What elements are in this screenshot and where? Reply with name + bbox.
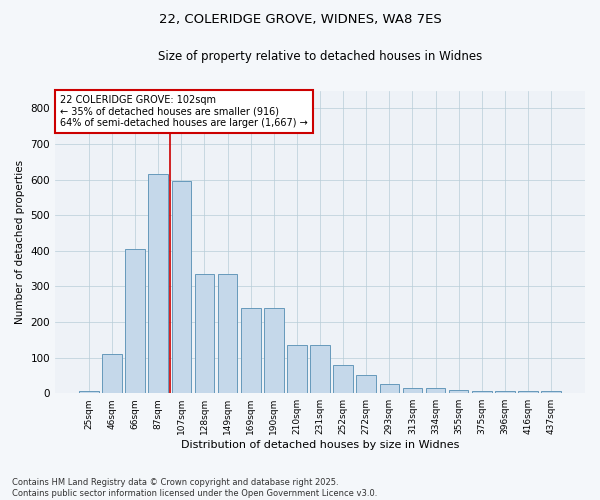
- Bar: [194, 274, 214, 393]
- Bar: [334, 364, 353, 393]
- Bar: [125, 249, 145, 393]
- Bar: [426, 388, 445, 393]
- Bar: [380, 384, 399, 393]
- Bar: [518, 392, 538, 393]
- Bar: [310, 345, 330, 393]
- Bar: [287, 345, 307, 393]
- Bar: [541, 392, 561, 393]
- Bar: [449, 390, 469, 393]
- Y-axis label: Number of detached properties: Number of detached properties: [15, 160, 25, 324]
- Text: 22 COLERIDGE GROVE: 102sqm
← 35% of detached houses are smaller (916)
64% of sem: 22 COLERIDGE GROVE: 102sqm ← 35% of deta…: [61, 95, 308, 128]
- Bar: [218, 274, 238, 393]
- Bar: [79, 392, 99, 393]
- Bar: [102, 354, 122, 393]
- Title: Size of property relative to detached houses in Widnes: Size of property relative to detached ho…: [158, 50, 482, 63]
- Bar: [172, 182, 191, 393]
- Bar: [472, 392, 491, 393]
- Bar: [241, 308, 260, 393]
- Bar: [148, 174, 168, 393]
- Bar: [264, 308, 284, 393]
- Bar: [356, 376, 376, 393]
- Text: 22, COLERIDGE GROVE, WIDNES, WA8 7ES: 22, COLERIDGE GROVE, WIDNES, WA8 7ES: [158, 12, 442, 26]
- Text: Contains HM Land Registry data © Crown copyright and database right 2025.
Contai: Contains HM Land Registry data © Crown c…: [12, 478, 377, 498]
- Bar: [403, 388, 422, 393]
- Bar: [495, 392, 515, 393]
- X-axis label: Distribution of detached houses by size in Widnes: Distribution of detached houses by size …: [181, 440, 459, 450]
